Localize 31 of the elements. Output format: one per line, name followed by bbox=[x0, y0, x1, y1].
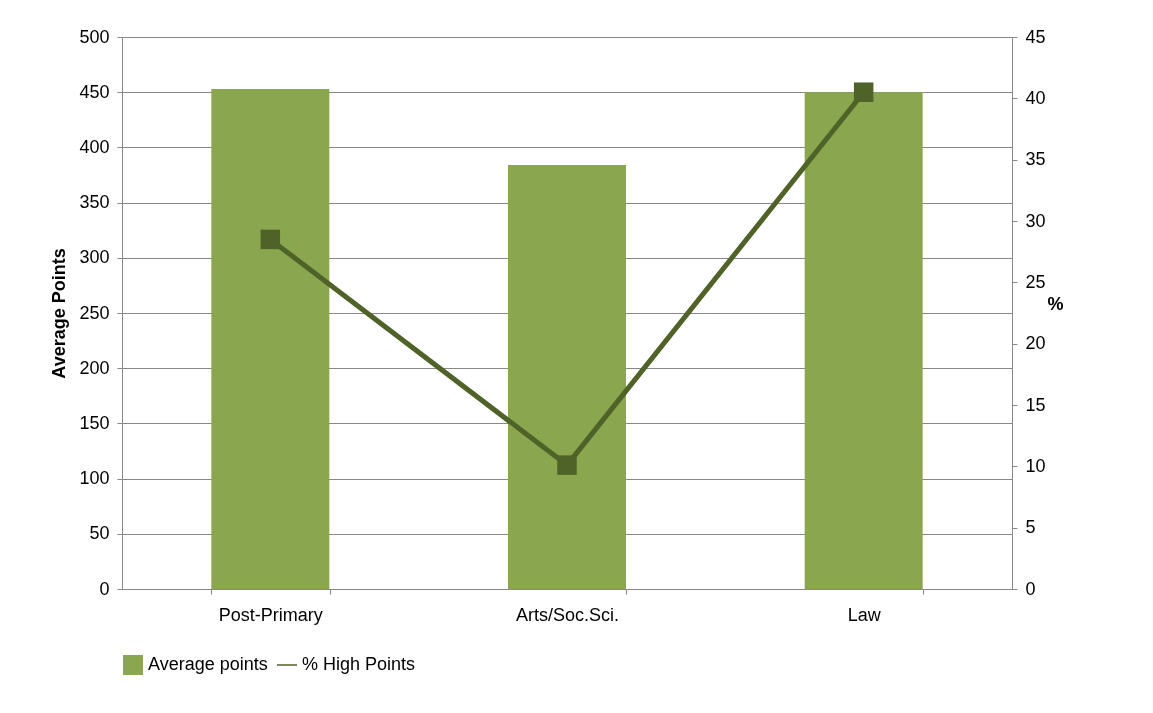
y-tick-label: 500 bbox=[79, 26, 110, 47]
y2-tick-label: 35 bbox=[1025, 149, 1046, 170]
y2-tick-label: 5 bbox=[1025, 517, 1036, 538]
x-tick-label: Arts/Soc.Sci. bbox=[515, 604, 620, 625]
y-tick-label: 150 bbox=[79, 412, 110, 433]
point bbox=[260, 229, 281, 250]
y2-axis-title: % bbox=[1047, 293, 1064, 314]
y-tick-label: 400 bbox=[79, 136, 110, 157]
x-tick-label: Post-Primary bbox=[218, 604, 323, 625]
y-tick-label: 300 bbox=[79, 247, 110, 268]
y2-tick-label: 20 bbox=[1025, 333, 1046, 354]
y2-tick-label: 10 bbox=[1025, 455, 1046, 476]
x-tick-label: Law bbox=[847, 604, 882, 625]
point bbox=[557, 455, 577, 475]
y-tick-label: 0 bbox=[99, 578, 110, 599]
y-tick-label: 50 bbox=[89, 523, 110, 544]
y-tick-label: 250 bbox=[79, 302, 110, 323]
y-tick-label: 200 bbox=[79, 357, 110, 378]
y-tick-label: 100 bbox=[79, 468, 110, 489]
point bbox=[853, 82, 874, 102]
y2-tick-label: 30 bbox=[1025, 210, 1046, 231]
y2-tick-label: 40 bbox=[1025, 87, 1046, 108]
legend-label: % High Points bbox=[302, 654, 416, 674]
legend-label: Average points bbox=[148, 654, 268, 674]
y2-tick-label: 0 bbox=[1025, 578, 1036, 599]
y-tick-label: 450 bbox=[79, 81, 110, 102]
y2-tick-label: 25 bbox=[1025, 271, 1046, 292]
y2-tick-label: 45 bbox=[1025, 26, 1046, 47]
y-tick-label: 350 bbox=[79, 192, 110, 213]
y2-tick-label: 15 bbox=[1025, 394, 1046, 415]
y-axis-title: Average Points bbox=[49, 248, 70, 379]
